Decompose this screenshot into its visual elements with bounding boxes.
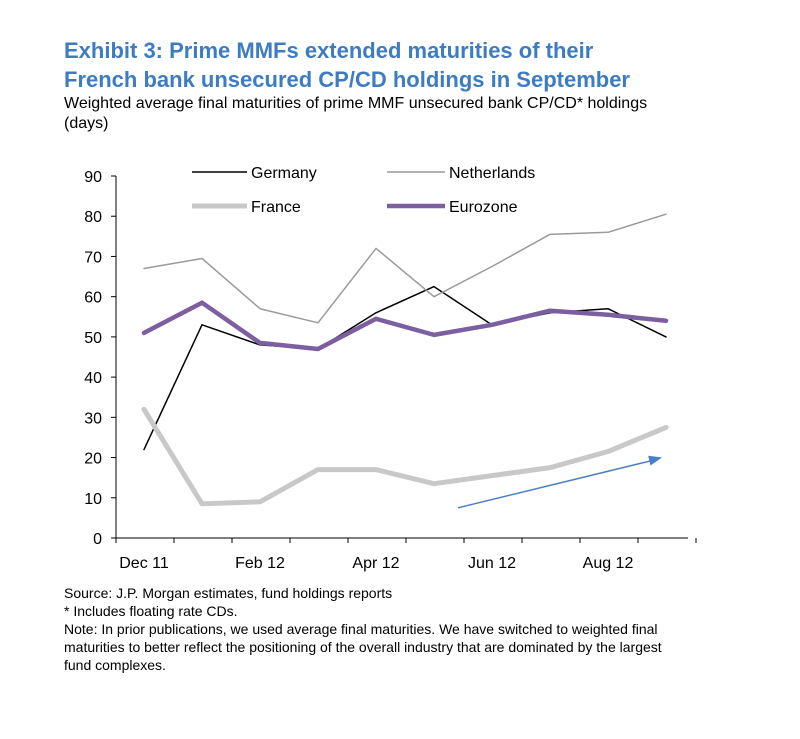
x-tick-label: Jun 12: [468, 555, 516, 572]
y-tick-label: 70: [84, 249, 102, 266]
series-layer: [141, 213, 669, 507]
trend-arrow-head: [648, 455, 662, 466]
x-tick-label: Dec 11: [119, 555, 169, 572]
france-series-line: [141, 406, 669, 507]
y-tick-label: 50: [84, 330, 102, 347]
legend-label-eurozone: Eurozone: [449, 199, 518, 216]
x-tick-label: Aug 12: [583, 555, 634, 572]
germany-series-line: [143, 285, 667, 451]
x-tick-label: Feb 12: [235, 555, 285, 572]
legend-label-france: France: [251, 199, 301, 216]
chart-axes: 0 10 20 30 40 50 60 70 80 90 Dec 11 Feb 12 Apr 12 Jun…: [84, 169, 697, 572]
chart-subtitle-line-1: Weighted average final maturities of pri…: [64, 95, 648, 112]
asterisk-note: * Includes floating rate CDs.: [64, 603, 238, 619]
y-tick-label: 80: [84, 209, 102, 226]
y-tick-label: 10: [84, 491, 102, 508]
chart-subtitle: Weighted average final maturities of pri…: [64, 94, 764, 134]
chart-subtitle-line-2: (days): [64, 115, 109, 132]
y-tick-label: 40: [84, 370, 102, 387]
trend-arrow-shaft: [457, 459, 653, 509]
methodology-note-line-1: Note: In prior publications, we used ave…: [64, 621, 658, 637]
chart-title-line-1: Exhibit 3: Prime MMFs extended maturitie…: [64, 38, 594, 63]
chart-title-line-2: French bank unsecured CP/CD holdings in …: [64, 67, 630, 92]
y-tick-label: 60: [84, 290, 102, 307]
legend-label-netherlands: Netherlands: [449, 165, 535, 182]
methodology-note-line-3: fund complexes.: [64, 657, 166, 673]
chart-title: Exhibit 3: Prime MMFs extended maturitie…: [64, 36, 784, 94]
eurozone-series-line: [141, 300, 669, 352]
y-tick-label: 0: [93, 531, 102, 548]
methodology-note-line-2: maturities to better reflect the positio…: [64, 639, 662, 655]
y-tick-label: 90: [84, 169, 102, 186]
x-tick-label: Apr 12: [352, 555, 399, 572]
annotation-layer: [457, 455, 662, 509]
y-tick-label: 20: [84, 451, 102, 468]
chart-legend: Germany Netherlands France Eurozone: [192, 165, 535, 216]
netherlands-series-line: [143, 213, 667, 324]
source-note: Source: J.P. Morgan estimates, fund hold…: [64, 585, 393, 601]
legend-label-germany: Germany: [251, 165, 317, 182]
y-tick-label: 30: [84, 410, 102, 427]
footnotes: Source: J.P. Morgan estimates, fund hold…: [64, 584, 764, 674]
